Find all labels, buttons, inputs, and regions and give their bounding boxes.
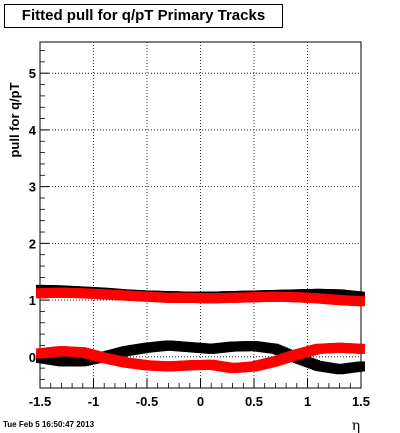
- y-tick-label: 4: [29, 123, 37, 138]
- chart-title: Fitted pull for q/pT Primary Tracks: [4, 4, 283, 28]
- x-tick-label: -1.5: [29, 394, 51, 409]
- series-2: [36, 287, 365, 307]
- x-tick-label: -1: [88, 394, 100, 409]
- y-tick-label: 5: [29, 66, 36, 81]
- y-tick-label: 2: [29, 236, 36, 251]
- x-tick-label: 1.5: [352, 394, 370, 409]
- series-3: [36, 342, 365, 374]
- x-axis-label: η: [352, 418, 360, 433]
- data-point: [357, 361, 365, 372]
- axis-ticks: -1.5 -1 -0.5 0 0.5 1 1.5 0 1 2 3 4 5: [29, 50, 370, 409]
- x-tick-label: 0: [197, 394, 204, 409]
- y-tick-label: 3: [29, 180, 36, 195]
- x-tick-label: 0.5: [245, 394, 263, 409]
- y-axis-label: pull for q/pT: [7, 82, 22, 157]
- grid: [40, 42, 361, 388]
- data-point: [357, 296, 365, 307]
- series-layer: [36, 284, 365, 375]
- timestamp-footer: Tue Feb 5 16:50:47 2013: [3, 420, 95, 429]
- x-tick-label: -0.5: [136, 394, 158, 409]
- y-tick-label: 0: [29, 350, 36, 365]
- y-tick-label: 1: [29, 293, 36, 308]
- x-tick-label: 1: [304, 394, 311, 409]
- data-point: [357, 343, 365, 354]
